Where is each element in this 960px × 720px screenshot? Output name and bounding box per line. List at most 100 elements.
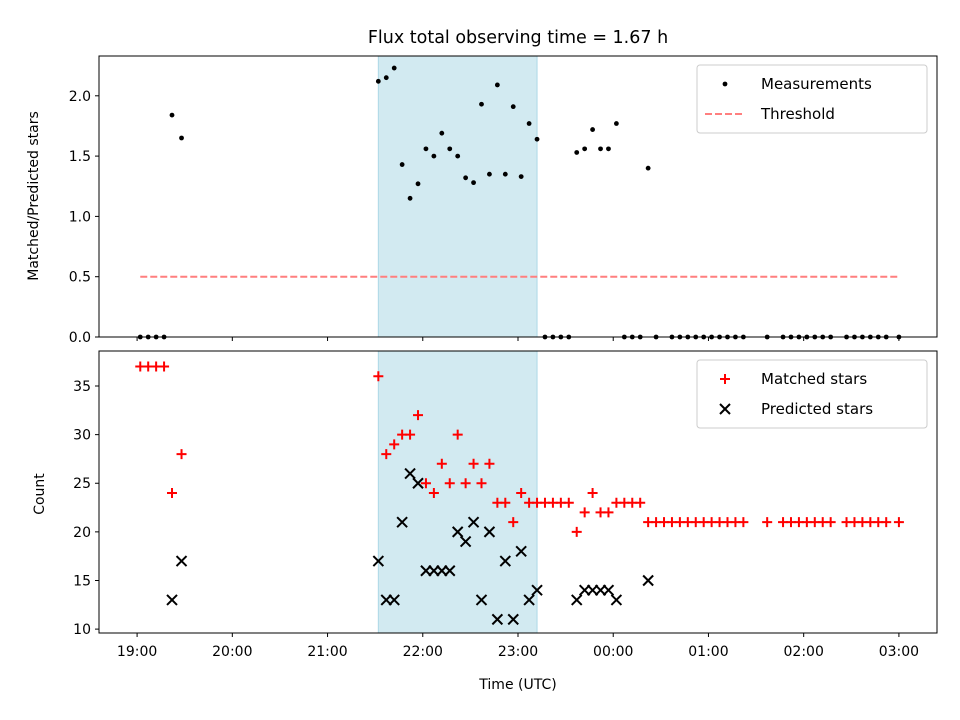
predicted-star-marker — [515, 545, 527, 558]
measurement-point — [439, 130, 445, 136]
measurement-point — [526, 121, 532, 126]
measurement-point — [169, 112, 175, 118]
y-tick-label: 2.0 — [69, 89, 91, 105]
legend-marker — [722, 81, 728, 87]
top-panel: 0.0 0.5 1.0 1.5 2.0 Measurements Threshold — [69, 55, 938, 346]
predicted-star-marker — [166, 594, 178, 606]
measurement-point — [598, 146, 603, 152]
matched-star-marker — [825, 517, 836, 528]
legend-label: Predicted stars — [761, 400, 873, 418]
x-tick-label: 03:00 — [879, 644, 919, 660]
top-y-axis-label: Matched/Predicted stars — [26, 111, 42, 281]
legend-box — [696, 64, 928, 134]
measurement-point — [455, 153, 461, 159]
matched-star-marker — [159, 361, 170, 372]
measurement-point — [487, 171, 492, 177]
measurement-point — [399, 162, 405, 167]
matched-star-marker — [500, 497, 511, 508]
x-tick-label: 22:00 — [403, 644, 443, 660]
legend-label: Measurements — [761, 75, 872, 93]
predicted-star-marker — [175, 555, 188, 567]
axes-frame — [98, 55, 938, 338]
matched-star-marker — [436, 458, 447, 469]
x-tick-label: 01:00 — [688, 644, 728, 660]
predicted-star-marker — [388, 594, 400, 606]
matched-star-marker — [516, 487, 527, 498]
y-tick-label: 0.5 — [69, 270, 91, 286]
matched-star-marker — [167, 487, 178, 498]
measurement-point — [471, 180, 476, 186]
x-tick-label: 19:00 — [117, 644, 157, 660]
series-predicted-stars — [166, 467, 654, 626]
matched-star-marker — [587, 487, 598, 498]
measurement-point — [391, 65, 397, 71]
measurement-point — [463, 175, 469, 181]
measurement-point — [590, 127, 595, 132]
legend: Measurements Threshold — [696, 64, 928, 134]
predicted-star-marker — [451, 526, 464, 538]
matched-star-marker — [176, 449, 187, 460]
y-tick-label: 10 — [73, 622, 91, 638]
matched-star-marker — [460, 478, 471, 489]
x-tick-label: 23:00 — [498, 644, 538, 660]
predicted-star-marker — [459, 535, 472, 548]
x-tick-label: 21:00 — [307, 644, 347, 660]
y-tick-label: 30 — [73, 428, 91, 444]
measurement-point — [179, 135, 184, 141]
legend-label: Threshold — [760, 105, 835, 123]
matched-star-marker — [881, 517, 892, 528]
shaded-region — [377, 55, 538, 338]
axes-frame — [98, 350, 938, 634]
predicted-star-marker — [404, 467, 416, 480]
x-axis-label: Time (UTC) — [478, 677, 556, 693]
matched-star-marker — [468, 458, 479, 469]
matched-star-marker — [579, 507, 590, 518]
y-tick-label: 20 — [73, 525, 91, 541]
measurement-point — [479, 101, 484, 107]
legend-marker — [719, 403, 731, 415]
legend-marker — [720, 374, 730, 384]
chart-title: Flux total observing time = 1.67 h — [368, 28, 668, 48]
matched-star-marker — [381, 449, 392, 460]
measurement-point — [534, 136, 540, 142]
legend: Matched stars Predicted stars — [696, 359, 928, 429]
predicted-star-marker — [571, 594, 583, 606]
bottom-panel: 10 15 20 25 30 35 19:00 20:00 21:00 22:00 23:00 00:… — [73, 350, 938, 660]
bottom-y-axis-label: Count — [32, 473, 48, 515]
matched-star-marker — [635, 497, 646, 508]
measurement-point — [383, 75, 389, 81]
measurement-point — [582, 146, 588, 152]
predicted-star-marker — [372, 555, 385, 567]
legend-label: Matched stars — [761, 370, 867, 388]
matched-star-marker — [452, 429, 463, 440]
y-tick-label: 1.0 — [69, 209, 91, 225]
matched-star-marker — [571, 526, 582, 537]
y-tick-label: 1.5 — [69, 149, 91, 165]
matched-star-marker — [428, 487, 439, 498]
matched-star-marker — [893, 517, 904, 528]
matched-star-marker — [508, 517, 519, 528]
matched-star-marker — [603, 507, 614, 518]
legend-box — [696, 359, 928, 429]
predicted-star-marker — [491, 613, 504, 626]
predicted-star-marker — [602, 584, 615, 596]
measurement-point — [518, 174, 524, 180]
measurement-point — [407, 195, 413, 201]
x-tick-label: 20:00 — [212, 644, 252, 660]
measurement-point — [423, 146, 429, 152]
measurement-point — [614, 121, 619, 126]
predicted-star-marker — [483, 526, 496, 538]
measurement-point — [431, 153, 437, 159]
x-tick-label: 02:00 — [784, 644, 824, 660]
matched-star-marker — [738, 517, 749, 528]
measurement-point — [606, 146, 611, 152]
series-matched-stars — [135, 361, 904, 537]
measurement-point — [447, 146, 453, 152]
measurement-point — [645, 165, 651, 171]
matched-star-marker — [444, 478, 455, 489]
matched-star-marker — [373, 371, 384, 382]
predicted-star-marker — [642, 574, 654, 587]
measurement-point — [510, 104, 516, 110]
shaded-region — [377, 350, 538, 634]
y-tick-label: 35 — [73, 379, 91, 395]
